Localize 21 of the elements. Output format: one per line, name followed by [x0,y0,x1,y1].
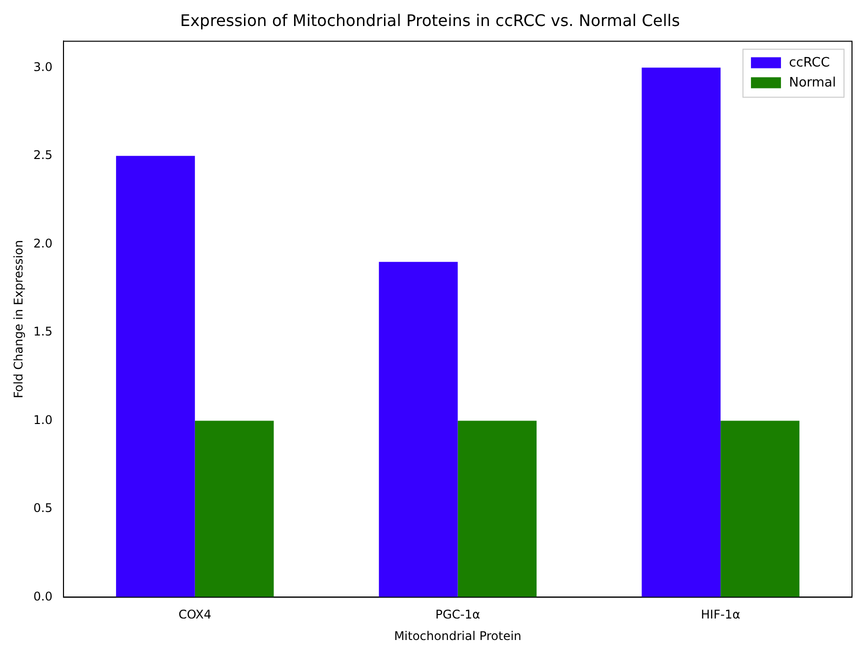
bar [720,420,800,598]
bar [116,156,195,598]
y-tick-label: 0.5 [33,501,52,516]
x-tick-label: PGC-1α [435,608,480,622]
y-axis-title: Fold Change in Expression [11,240,26,398]
x-axis-title: Mitochondrial Protein [394,628,522,643]
y-tick-label: 0.0 [33,589,52,604]
x-tick-label: COX4 [178,608,212,622]
bar [378,262,458,598]
x-tick-label: HIF-1α [700,608,740,622]
bar [642,68,721,598]
bar [194,420,274,598]
legend-label: ccRCC [788,56,830,71]
y-tick-label: 3.0 [33,60,52,74]
y-tick-label: 1.5 [33,324,52,339]
bar [458,420,537,598]
y-tick-label: 2.5 [33,148,52,162]
chart-title: Expression of Mitochondrial Proteins in ccRCC vs. Normal Cells [180,10,680,30]
y-tick-label: 2.0 [33,236,52,250]
y-tick-label: 1.0 [33,412,52,427]
legend-label: Normal [788,76,836,91]
